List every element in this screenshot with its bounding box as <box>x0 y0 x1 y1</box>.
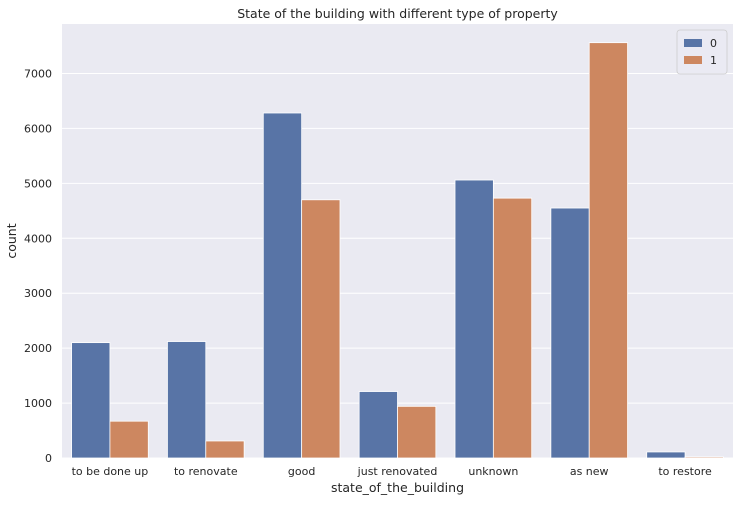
bar-series-0-to-restore <box>646 451 686 459</box>
bar-series-0-to-renovate <box>167 341 207 459</box>
y-axis-label: count <box>4 223 19 258</box>
bar-series-1-as-new <box>588 42 628 459</box>
y-tick-label: 2000 <box>24 342 52 355</box>
y-tick-label: 7000 <box>24 67 52 80</box>
y-tick-labels: 0 1000 2000 3000 4000 5000 6000 7000 <box>24 67 52 465</box>
x-tick-label: to renovate <box>174 465 238 478</box>
y-tick-label: 3000 <box>24 287 52 300</box>
legend-swatch-0 <box>684 39 702 47</box>
x-tick-label: just renovated <box>357 465 438 478</box>
bar-series-0-unknown <box>454 179 494 459</box>
x-tick-label: as new <box>570 465 609 478</box>
bar-series-0-as-new <box>550 207 590 459</box>
x-tick-label: good <box>288 465 315 478</box>
chart-title: State of the building with different typ… <box>237 6 558 21</box>
y-tick-label: 0 <box>45 452 52 465</box>
legend-box <box>676 29 728 75</box>
bars <box>71 42 724 459</box>
y-tick-label: 6000 <box>24 122 52 135</box>
x-tick-labels: to be done up to renovate good just renovat… <box>72 465 712 478</box>
bar-series-1-good <box>301 199 341 459</box>
bar-series-1-just-renovated <box>397 405 437 459</box>
bar-series-0-just-renovated <box>358 391 398 459</box>
x-tick-label: to be done up <box>72 465 149 478</box>
bar-series-1-unknown <box>492 197 533 459</box>
bar-series-0-good <box>262 112 303 459</box>
y-tick-label: 5000 <box>24 177 52 190</box>
y-tick-label: 4000 <box>24 232 52 245</box>
bar-series-1-to-be-done-up <box>109 420 149 459</box>
y-tick-label: 1000 <box>24 397 52 410</box>
bar-series-1-to-renovate <box>205 440 245 459</box>
legend-swatch-1 <box>684 56 702 64</box>
bar-series-0-to-be-done-up <box>71 342 111 459</box>
legend-label-0: 0 <box>710 37 717 50</box>
legend: 01 <box>676 29 728 75</box>
x-axis-label: state_of_the_building <box>331 480 464 495</box>
x-tick-label: to restore <box>658 465 712 478</box>
legend-label-1: 1 <box>710 54 717 67</box>
x-tick-label: unknown <box>468 465 518 478</box>
bar-series-1-to-restore <box>684 456 724 459</box>
